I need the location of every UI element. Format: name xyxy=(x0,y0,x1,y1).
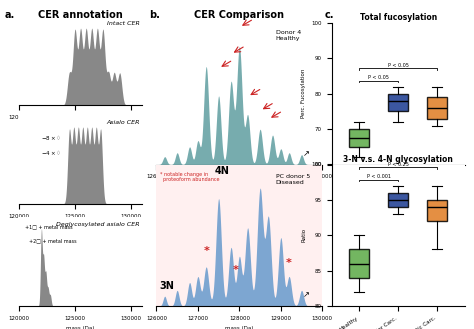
PathPatch shape xyxy=(349,129,369,147)
Text: 3N: 3N xyxy=(160,281,174,291)
Text: PC donor 5
Diseased: PC donor 5 Diseased xyxy=(276,174,310,185)
Title: Total fucosylation: Total fucosylation xyxy=(360,13,437,22)
Text: Asialo CER: Asialo CER xyxy=(106,120,140,125)
PathPatch shape xyxy=(388,193,408,207)
Text: $-4\times\diamondsuit$: $-4\times\diamondsuit$ xyxy=(41,148,62,157)
Text: *: * xyxy=(232,265,238,275)
PathPatch shape xyxy=(349,249,369,278)
Text: 4N: 4N xyxy=(214,166,229,176)
X-axis label: mass (Da): mass (Da) xyxy=(66,326,95,329)
Text: P < 0.001: P < 0.001 xyxy=(367,174,391,179)
Text: b.: b. xyxy=(149,10,160,20)
Text: *: * xyxy=(203,246,209,257)
Text: CER annotation: CER annotation xyxy=(38,10,123,20)
Text: ↗: ↗ xyxy=(302,291,310,299)
PathPatch shape xyxy=(428,97,447,118)
Text: +1□ + metal mass: +1□ + metal mass xyxy=(25,224,73,229)
Text: ↗: ↗ xyxy=(302,149,310,158)
Text: P < 0.05: P < 0.05 xyxy=(368,75,389,80)
Text: P < 0.25: P < 0.25 xyxy=(388,162,409,166)
Y-axis label: Perc. Fucosylation: Perc. Fucosylation xyxy=(301,69,306,118)
Text: Donor 4
Healthy: Donor 4 Healthy xyxy=(276,30,301,41)
Text: Deglycosylated asialo CER: Deglycosylated asialo CER xyxy=(56,222,140,227)
Y-axis label: Ratio: Ratio xyxy=(301,228,306,242)
Text: *: * xyxy=(286,258,292,268)
Title: 3-N v.s. 4-N glycosylation: 3-N v.s. 4-N glycosylation xyxy=(343,155,453,164)
Text: Intact CER: Intact CER xyxy=(107,21,140,26)
Text: $-8\times\diamondsuit$: $-8\times\diamondsuit$ xyxy=(41,133,62,142)
Text: a.: a. xyxy=(5,10,15,20)
Text: c.: c. xyxy=(325,10,334,20)
PathPatch shape xyxy=(428,200,447,221)
Text: * notable change in
  proteoform abundance: * notable change in proteoform abundance xyxy=(160,172,219,183)
Text: CER Comparison: CER Comparison xyxy=(194,10,284,20)
X-axis label: mass (Da): mass (Da) xyxy=(225,326,254,329)
PathPatch shape xyxy=(388,94,408,112)
Text: +2□ + metal mass: +2□ + metal mass xyxy=(29,238,76,243)
Text: P < 0.05: P < 0.05 xyxy=(388,63,409,67)
